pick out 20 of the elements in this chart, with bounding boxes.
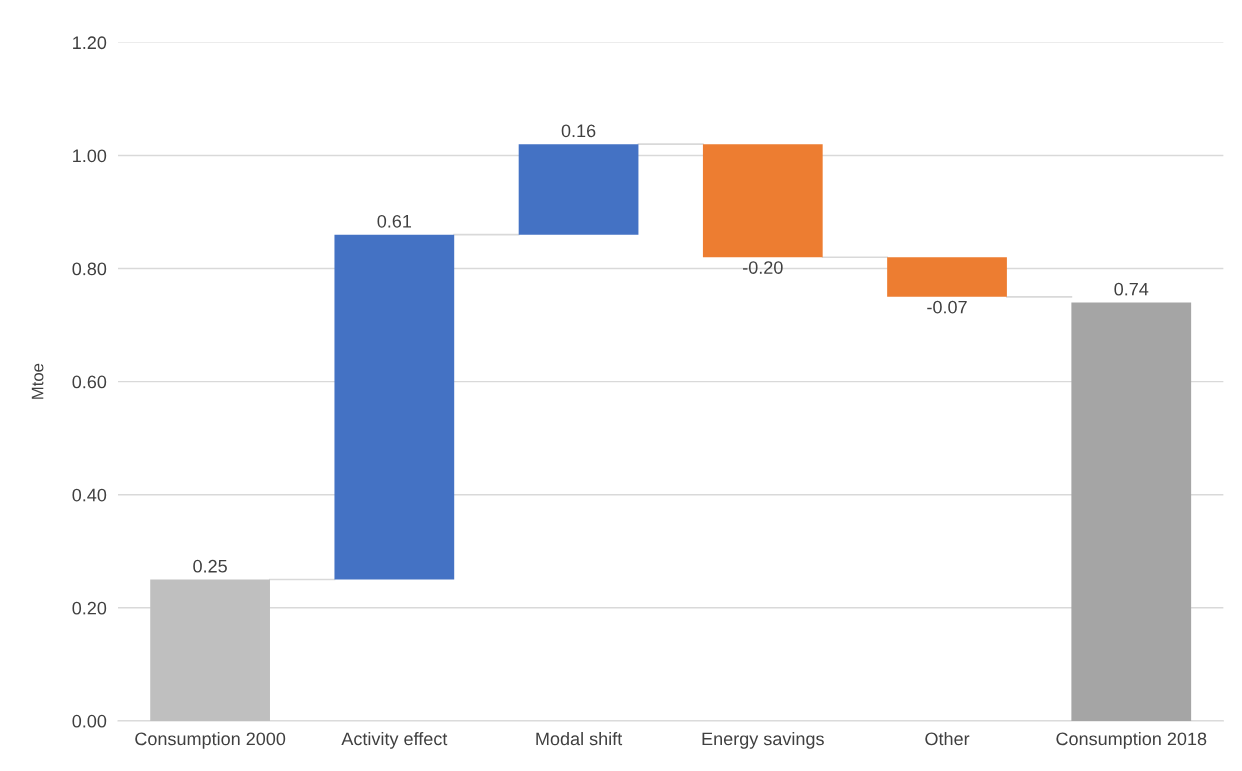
x-tick-label: Activity effect (341, 732, 448, 749)
x-tick-label: Energy savings (702, 732, 824, 749)
data-label: 0.74 (1114, 282, 1149, 296)
data-label: 0.61 (377, 214, 412, 228)
y-tick-label: 0.80 (72, 262, 107, 276)
data-label: 0.25 (193, 559, 227, 573)
y-tick-label: 0.60 (72, 375, 107, 389)
x-tick-label: Other (925, 732, 970, 746)
y-tick-label: 1.20 (73, 36, 107, 50)
y-tick-label: 0.00 (72, 714, 107, 728)
data-label: -0.20 (743, 261, 783, 274)
y-axis-title: Mtoe (31, 363, 44, 399)
y-tick-label: 0.40 (72, 488, 107, 502)
x-tick-label: Modal shift (536, 732, 623, 746)
y-tick-label: 1.00 (73, 149, 107, 163)
x-tick-label: Consumption 2000 (135, 732, 286, 749)
x-tick-label: Consumption 2018 (1056, 732, 1207, 749)
data-label: -0.07 (927, 300, 967, 314)
data-label: 0.16 (561, 124, 596, 138)
y-tick-label: 0.20 (72, 601, 107, 615)
